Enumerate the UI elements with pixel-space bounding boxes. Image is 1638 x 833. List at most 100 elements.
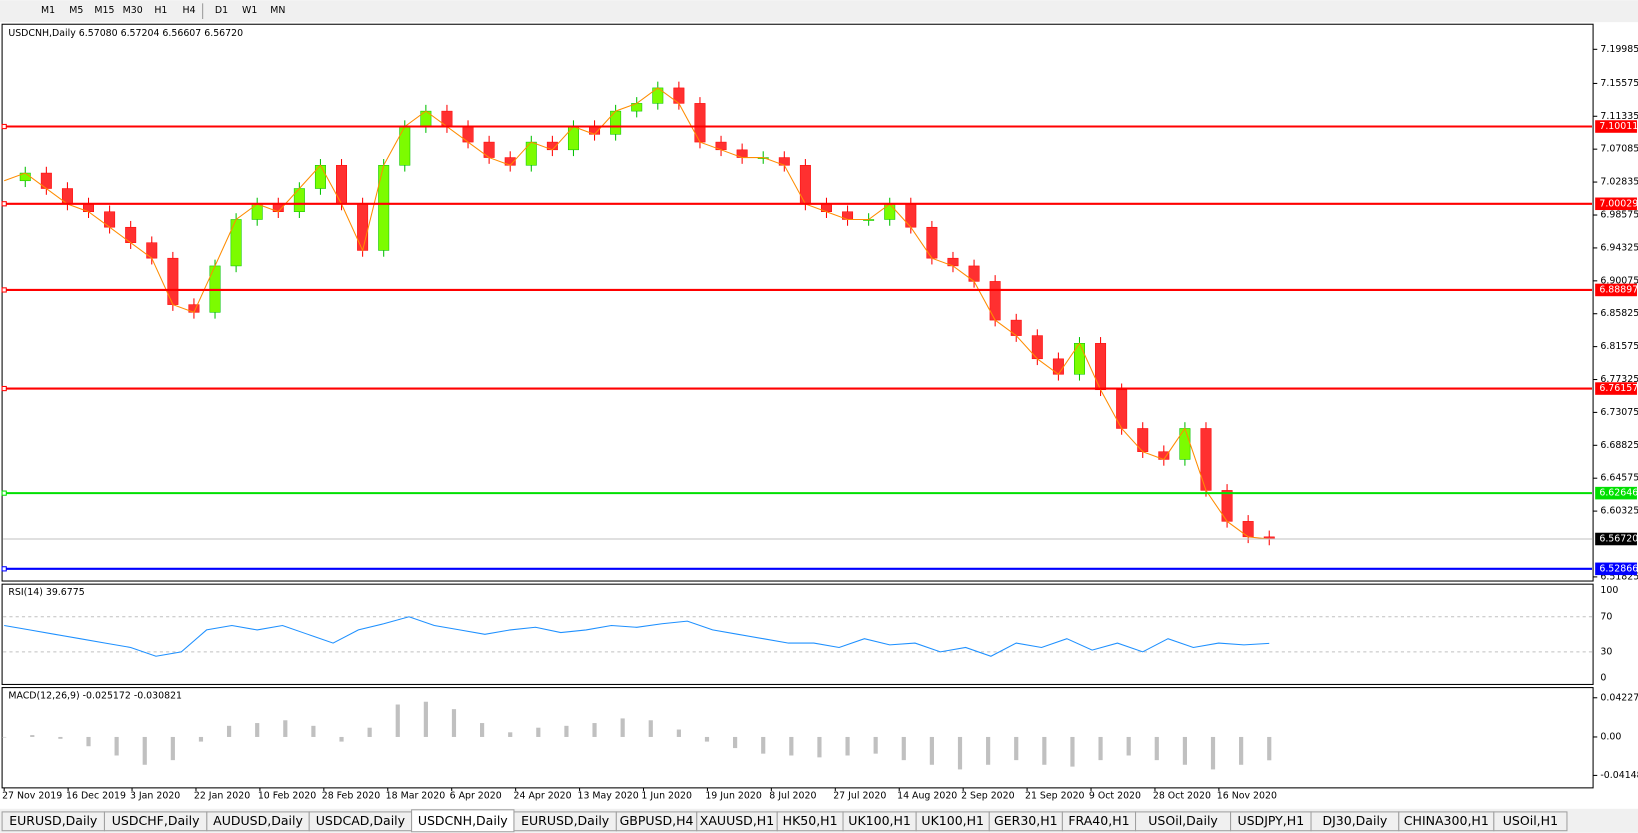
macd-bar [676,729,681,737]
macd-header: MACD(12,26,9) -0.025172 -0.030821 [8,690,182,701]
x-tick-label: 9 Oct 2020 [1089,791,1141,802]
main-panel [1,23,1594,582]
tab-label: CHINA300,H1 [1404,813,1489,828]
chart-header: USDCNH,Daily 6.57080 6.57204 6.56607 6.5… [8,28,243,39]
level-handle [1,287,7,293]
tab[interactable]: CHINA300,H1 [1398,811,1495,832]
macd-bar [564,725,569,737]
tab-label: HK50,H1 [783,813,838,828]
macd-bar [957,736,963,770]
timeframe-button[interactable]: M1 [41,5,55,16]
tab[interactable]: UK100,H1 [842,811,917,832]
tab[interactable]: USDCAD,Daily [308,811,413,832]
macd-bar [648,720,653,737]
macd-bar [1210,736,1216,770]
y-tick-label: 0.042275 [1600,692,1638,703]
y-tick-label: 6.81575 [1600,341,1638,352]
level-label-bg [1595,486,1637,500]
tab[interactable]: USDCNH,Daily [411,809,515,833]
y-tick-label: 6.94325 [1600,242,1638,253]
tab[interactable]: GBPUSD,H4 [615,811,698,832]
tab-label: USDCNH,Daily [418,813,508,828]
macd-bar [58,736,63,739]
macd-bar [367,727,372,737]
y-tick-label: 0.00 [1600,731,1621,742]
level-handle [1,385,7,392]
timeframe-button[interactable]: M15 [94,5,114,16]
timeframe-button[interactable]: M5 [69,5,83,16]
tab[interactable]: EURUSD,Daily [513,811,617,832]
tab[interactable]: USDJPY,H1 [1230,811,1312,832]
level-label-bg [1595,283,1637,297]
level-label: 7.10011 [1599,121,1638,132]
macd-bar [986,736,991,765]
macd-bar [536,727,541,737]
tab[interactable]: USOil,Daily [1135,811,1232,832]
timeframe-button[interactable]: M30 [123,5,143,16]
tab[interactable]: HK50,H1 [776,811,844,832]
x-tick-label: 19 Jun 2020 [705,791,762,802]
timeframe-button[interactable]: MN [270,5,285,16]
macd-bar [1014,736,1019,761]
tab[interactable]: USOil,H1 [1493,811,1568,832]
timeframe-button[interactable]: W1 [242,5,257,16]
y-tick-label: 7.07085 [1600,144,1638,155]
macd-bar [620,718,625,737]
x-tick-label: 3 Jan 2020 [130,791,180,802]
tab-label: USDCAD,Daily [316,813,406,828]
macd-bar [1182,736,1187,765]
x-tick-label: 28 Feb 2020 [322,791,380,802]
x-tick-label: 8 Jul 2020 [769,791,816,802]
tab-label: USOil,Daily [1148,813,1218,828]
x-tick-label: 13 May 2020 [577,791,638,802]
level-label-bg [1595,382,1637,395]
price-label-bg [1595,532,1637,546]
tab[interactable]: XAUUSD,H1 [696,811,778,832]
macd-bar [30,735,35,737]
y-tick-label: 30 [1600,646,1612,657]
tab-label: AUDUSD,Daily [213,813,303,828]
current-price-label: 6.56720 [1599,534,1638,545]
y-tick-label: -0.04148 [1600,770,1638,781]
macd-bar [789,736,794,756]
timeframe-button[interactable]: H4 [183,5,196,16]
tab[interactable]: DJ30,Daily [1310,811,1400,832]
tab-label: EURUSD,Daily [521,813,610,828]
x-tick-label: 28 Oct 2020 [1153,791,1211,802]
x-tick-label: 16 Dec 2019 [66,791,126,802]
tab[interactable]: FRA40,H1 [1061,811,1137,832]
macd-bar [592,723,597,737]
tab-label: FRA40,H1 [1068,813,1129,828]
level-label-bg [1595,197,1637,211]
timeframe-button[interactable]: H1 [154,5,167,16]
price-line [3,87,1270,540]
toolbar [0,0,1638,23]
tab[interactable]: UK100,H1 [915,811,990,832]
y-tick-label: 7.15575 [1600,78,1638,89]
tab[interactable]: USDCHF,Daily [103,811,208,832]
level-label-bg [1595,120,1637,133]
timeframe-button[interactable]: D1 [215,5,228,16]
macd-bar [508,732,513,737]
level-label: 6.52866 [1599,563,1638,574]
y-tick-label: 6.90075 [1600,275,1638,286]
tab[interactable]: GER30,H1 [988,811,1063,832]
y-tick-label: 6.85825 [1600,308,1638,319]
macd-bar [1098,736,1103,761]
tab[interactable]: AUDUSD,Daily [206,811,310,832]
y-tick-label: 6.64575 [1600,473,1638,484]
tab-label: XAUUSD,H1 [700,813,774,828]
y-tick-label: 70 [1600,611,1612,622]
tab-background [1493,811,1568,832]
macd-bar [733,736,738,749]
macd-bar [86,736,91,747]
level-handle [1,201,7,207]
macd-bar [339,736,344,742]
macd-bar [1126,736,1131,756]
tab[interactable]: EURUSD,Daily [1,811,105,832]
y-tick-label: 6.68825 [1600,440,1638,451]
y-tick-label: 100 [1600,585,1618,596]
macd-bar [873,736,878,754]
macd-bar [1070,736,1075,767]
